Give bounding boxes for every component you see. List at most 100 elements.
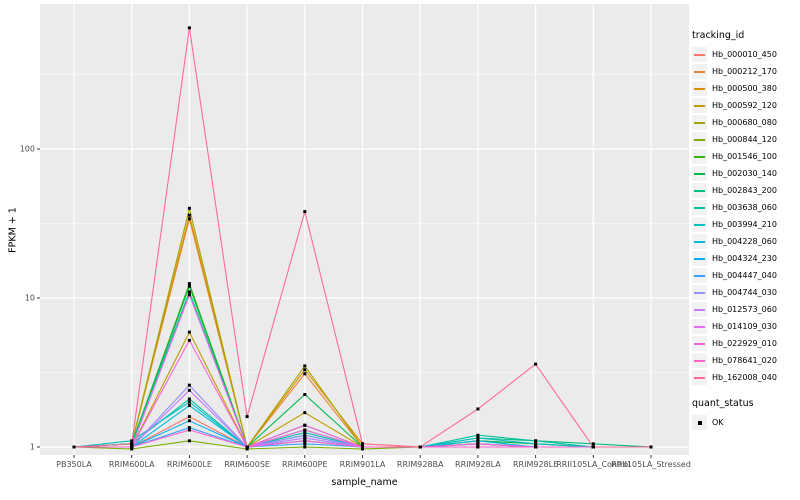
data-point [187,26,191,30]
legend-entry-Hb_003638_060: Hb_003638_060 [692,199,798,216]
legend-key [692,336,707,351]
legend-label: Hb_000010_450 [712,50,777,59]
legend-swatch-line [694,376,705,379]
data-point [187,282,191,286]
legend-label: Hb_000844_120 [712,135,777,144]
data-point [361,442,364,446]
data-point [187,338,191,342]
data-point [187,217,191,221]
legend-label: Hb_002030_140 [712,169,777,178]
legend-swatch-line [694,53,705,56]
legend-swatch-line [694,274,705,277]
legend-entry-Hb_014109_030: Hb_014109_030 [692,318,798,335]
x-tick-label: RRIM600LA [109,460,155,469]
x-axis-title: sample_name [331,477,398,488]
legend-title-quant-status: quant_status [692,398,754,409]
data-point [649,445,653,449]
legend-key [692,64,707,79]
data-point [534,362,538,366]
data-point [303,423,307,427]
legend-key [692,132,707,147]
legend: tracking_id Hb_000010_450 Hb_000212_170 Hb… [692,30,798,431]
legend-entry-Hb_000844_120: Hb_000844_120 [692,131,798,148]
legend-label: Hb_001546_100 [712,152,777,161]
legend-swatch-line [694,291,705,294]
data-point [476,433,480,437]
legend-label: Hb_022929_010 [712,339,777,348]
data-point [303,433,307,437]
legend-key [692,370,707,385]
x-tick-label: RRIM901LA [340,460,386,469]
legend-swatch-line [694,155,705,158]
legend-entry-Hb_022929_010: Hb_022929_010 [692,335,798,352]
legend-label: Hb_002843_200 [712,186,777,195]
legend-swatch-line [694,359,705,362]
data-point [361,445,364,449]
data-point [303,210,307,214]
data-point [476,439,480,443]
legend-key [692,302,707,317]
legend-label: Hb_004324_230 [712,254,777,263]
legend-swatch-line [694,104,705,107]
x-tick-label: RRIM928BA [397,460,444,469]
legend-key [692,81,707,96]
legend-swatch-line [694,342,705,345]
y-tick-label: 100 [20,145,35,154]
x-tick-label: RRIM600SE [224,460,270,469]
data-point [476,407,480,411]
legend-swatch-line [694,87,705,90]
data-point [187,419,191,423]
data-point [303,393,307,397]
data-point [130,442,134,446]
legend-swatch-line [694,138,705,141]
legend-title-tracking-id: tracking_id [692,30,745,41]
legend-entry-Hb_012573_060: Hb_012573_060 [692,301,798,318]
data-point [245,445,249,449]
data-point [187,400,191,404]
legend-label: Hb_004447_040 [712,271,777,280]
legend-entry-Hb_003994_210: Hb_003994_210 [692,216,798,233]
legend-entry-Hb_004447_040: Hb_004447_040 [692,267,798,284]
data-point [476,445,480,449]
data-point [130,445,134,449]
legend-swatch-line [694,257,705,260]
data-point [187,206,191,210]
data-point [72,445,76,449]
legend-entry-Hb_000680_080: Hb_000680_080 [692,114,798,131]
legend-swatch-line [694,189,705,192]
data-point [303,368,307,372]
legend-key [692,183,707,198]
legend-key [692,353,707,368]
data-point [303,445,307,449]
y-tick-label: 1 [30,443,35,452]
legend-key [692,234,707,249]
data-point [303,436,307,440]
data-point [187,290,191,294]
legend-key [692,415,707,430]
x-tick-label: RRIM928LA [455,460,501,469]
data-point [187,426,191,430]
legend-key [692,47,707,62]
legend-quant-status: quant_status OK [692,398,798,431]
legend-entry-Hb_000212_170: Hb_000212_170 [692,63,798,80]
legend-label: Hb_014109_030 [712,322,777,331]
data-point [245,415,249,419]
legend-entry-Hb_001546_100: Hb_001546_100 [692,148,798,165]
data-point [187,439,191,443]
data-point [187,293,191,297]
legend-swatch-line [694,70,705,73]
data-point [303,411,307,415]
data-point [187,213,191,217]
legend-key [692,98,707,113]
data-point [130,447,134,451]
legend-label: Hb_004228_060 [712,237,777,246]
legend-entry-ok: OK [692,414,798,431]
legend-key [692,166,707,181]
legend-entry-Hb_162008_040: Hb_162008_040 [692,369,798,386]
legend-entry-Hb_004228_060: Hb_004228_060 [692,233,798,250]
legend-entry-Hb_002030_140: Hb_002030_140 [692,165,798,182]
data-point [130,439,134,443]
data-point [187,428,191,432]
